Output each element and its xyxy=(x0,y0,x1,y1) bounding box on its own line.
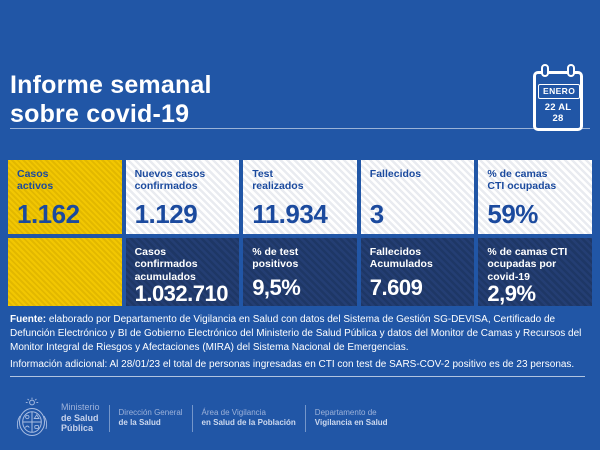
calendar-date-range: 22 AL 28 xyxy=(544,102,572,124)
stat-value: 9,5% xyxy=(252,275,301,300)
stat-value: 1.162 xyxy=(17,199,80,229)
stat-value: 1.129 xyxy=(134,199,198,229)
stats-grid: Casos activos 1.162 Nuevos casos confirm… xyxy=(8,160,592,306)
org-unit-line2: en Salud de la Población xyxy=(201,418,296,427)
page-title-line2: sobre covid-19 xyxy=(10,100,190,128)
stat-card-camas-cti-covid: % de camas CTI ocupadas por covid-19 2,9… xyxy=(478,238,592,306)
title-divider xyxy=(10,128,590,129)
org-unit-line1: Área de Vigilancia xyxy=(201,407,266,417)
stat-card-empty xyxy=(8,238,122,306)
footer-divider xyxy=(108,404,110,432)
stat-value: 2,9% xyxy=(487,281,536,307)
calendar-ring-icon xyxy=(567,64,575,77)
uruguay-coat-of-arms-icon xyxy=(16,397,48,436)
footer-divider xyxy=(191,404,193,432)
calendar-body: ENERO 22 AL 28 xyxy=(533,71,583,131)
stat-label: % de test positivos xyxy=(252,246,299,271)
stat-card-test-realizados: Test realizados 11.934 xyxy=(243,160,357,234)
footer-divider xyxy=(304,404,306,432)
stat-label: Fallecidos xyxy=(369,168,422,180)
org-unit-line1: Dirección General xyxy=(118,407,183,417)
stat-card-test-positivos: % de test positivos 9,5% xyxy=(243,238,357,306)
page-title-line1: Informe semanal xyxy=(10,71,212,99)
source-label: Fuente: xyxy=(10,314,47,325)
additional-info: Información adicional: Al 28/01/23 el to… xyxy=(10,358,585,377)
stat-label: Casos confirmados acumulados xyxy=(134,246,198,283)
ministry-line1: Ministerio xyxy=(61,402,100,413)
calendar-month: ENERO xyxy=(538,83,581,99)
org-unit-departamento-vigilancia: Departamento de Vigilancia en Salud xyxy=(315,408,388,429)
ministry-line2: de Salud xyxy=(61,412,99,423)
stat-card-fallecidos: Fallecidos 3 xyxy=(360,160,475,234)
stat-label: % de camas CTI ocupadas xyxy=(487,168,557,193)
stat-card-nuevos-casos: Nuevos casos confirmados 1.129 xyxy=(125,160,240,234)
stat-label: Nuevos casos confirmados xyxy=(134,168,206,193)
ministry-line3: Pública xyxy=(61,423,94,434)
calendar-rings xyxy=(533,64,583,77)
ministry-name: Ministerio de Salud Pública xyxy=(61,402,100,433)
page-title: Informe semanal sobre covid-19 xyxy=(10,71,212,129)
stat-card-casos-activos: Casos activos 1.162 xyxy=(8,160,122,234)
footer: Ministerio de Salud Pública Dirección Ge… xyxy=(12,395,388,441)
source-note: Fuente: elaborado por Departamento de Vi… xyxy=(10,313,588,354)
org-unit-direccion-general: Dirección General de la Salud xyxy=(119,408,183,429)
org-unit-line1: Departamento de xyxy=(314,407,377,417)
stat-label: % de camas CTI ocupadas por covid-19 xyxy=(487,246,568,283)
org-unit-line2: de la Salud xyxy=(118,418,161,427)
org-unit-area-vigilancia: Área de Vigilancia en Salud de la Poblac… xyxy=(202,408,296,429)
stat-label: Test realizados xyxy=(252,168,304,193)
source-text: elaborado por Departamento de Vigilancia… xyxy=(10,314,582,353)
stat-value: 11.934 xyxy=(252,199,328,229)
stat-label: Fallecidos Acumulados xyxy=(369,246,433,271)
stat-value: 3 xyxy=(369,199,384,229)
stat-value: 1.032.710 xyxy=(134,281,229,307)
stat-label: Casos activos xyxy=(17,168,54,193)
stat-card-confirmados-acumulados: Casos confirmados acumulados 1.032.710 xyxy=(125,238,240,307)
calendar-ring-icon xyxy=(541,64,549,77)
calendar-icon: ENERO 22 AL 28 xyxy=(533,64,583,131)
stat-value: 7.609 xyxy=(369,275,423,300)
stat-card-fallecidos-acumulados: Fallecidos Acumulados 7.609 xyxy=(360,238,475,306)
stat-value: 59% xyxy=(487,199,538,229)
stat-card-camas-cti: % de camas CTI ocupadas 59% xyxy=(478,160,592,234)
org-unit-line2: Vigilancia en Salud xyxy=(314,418,388,427)
